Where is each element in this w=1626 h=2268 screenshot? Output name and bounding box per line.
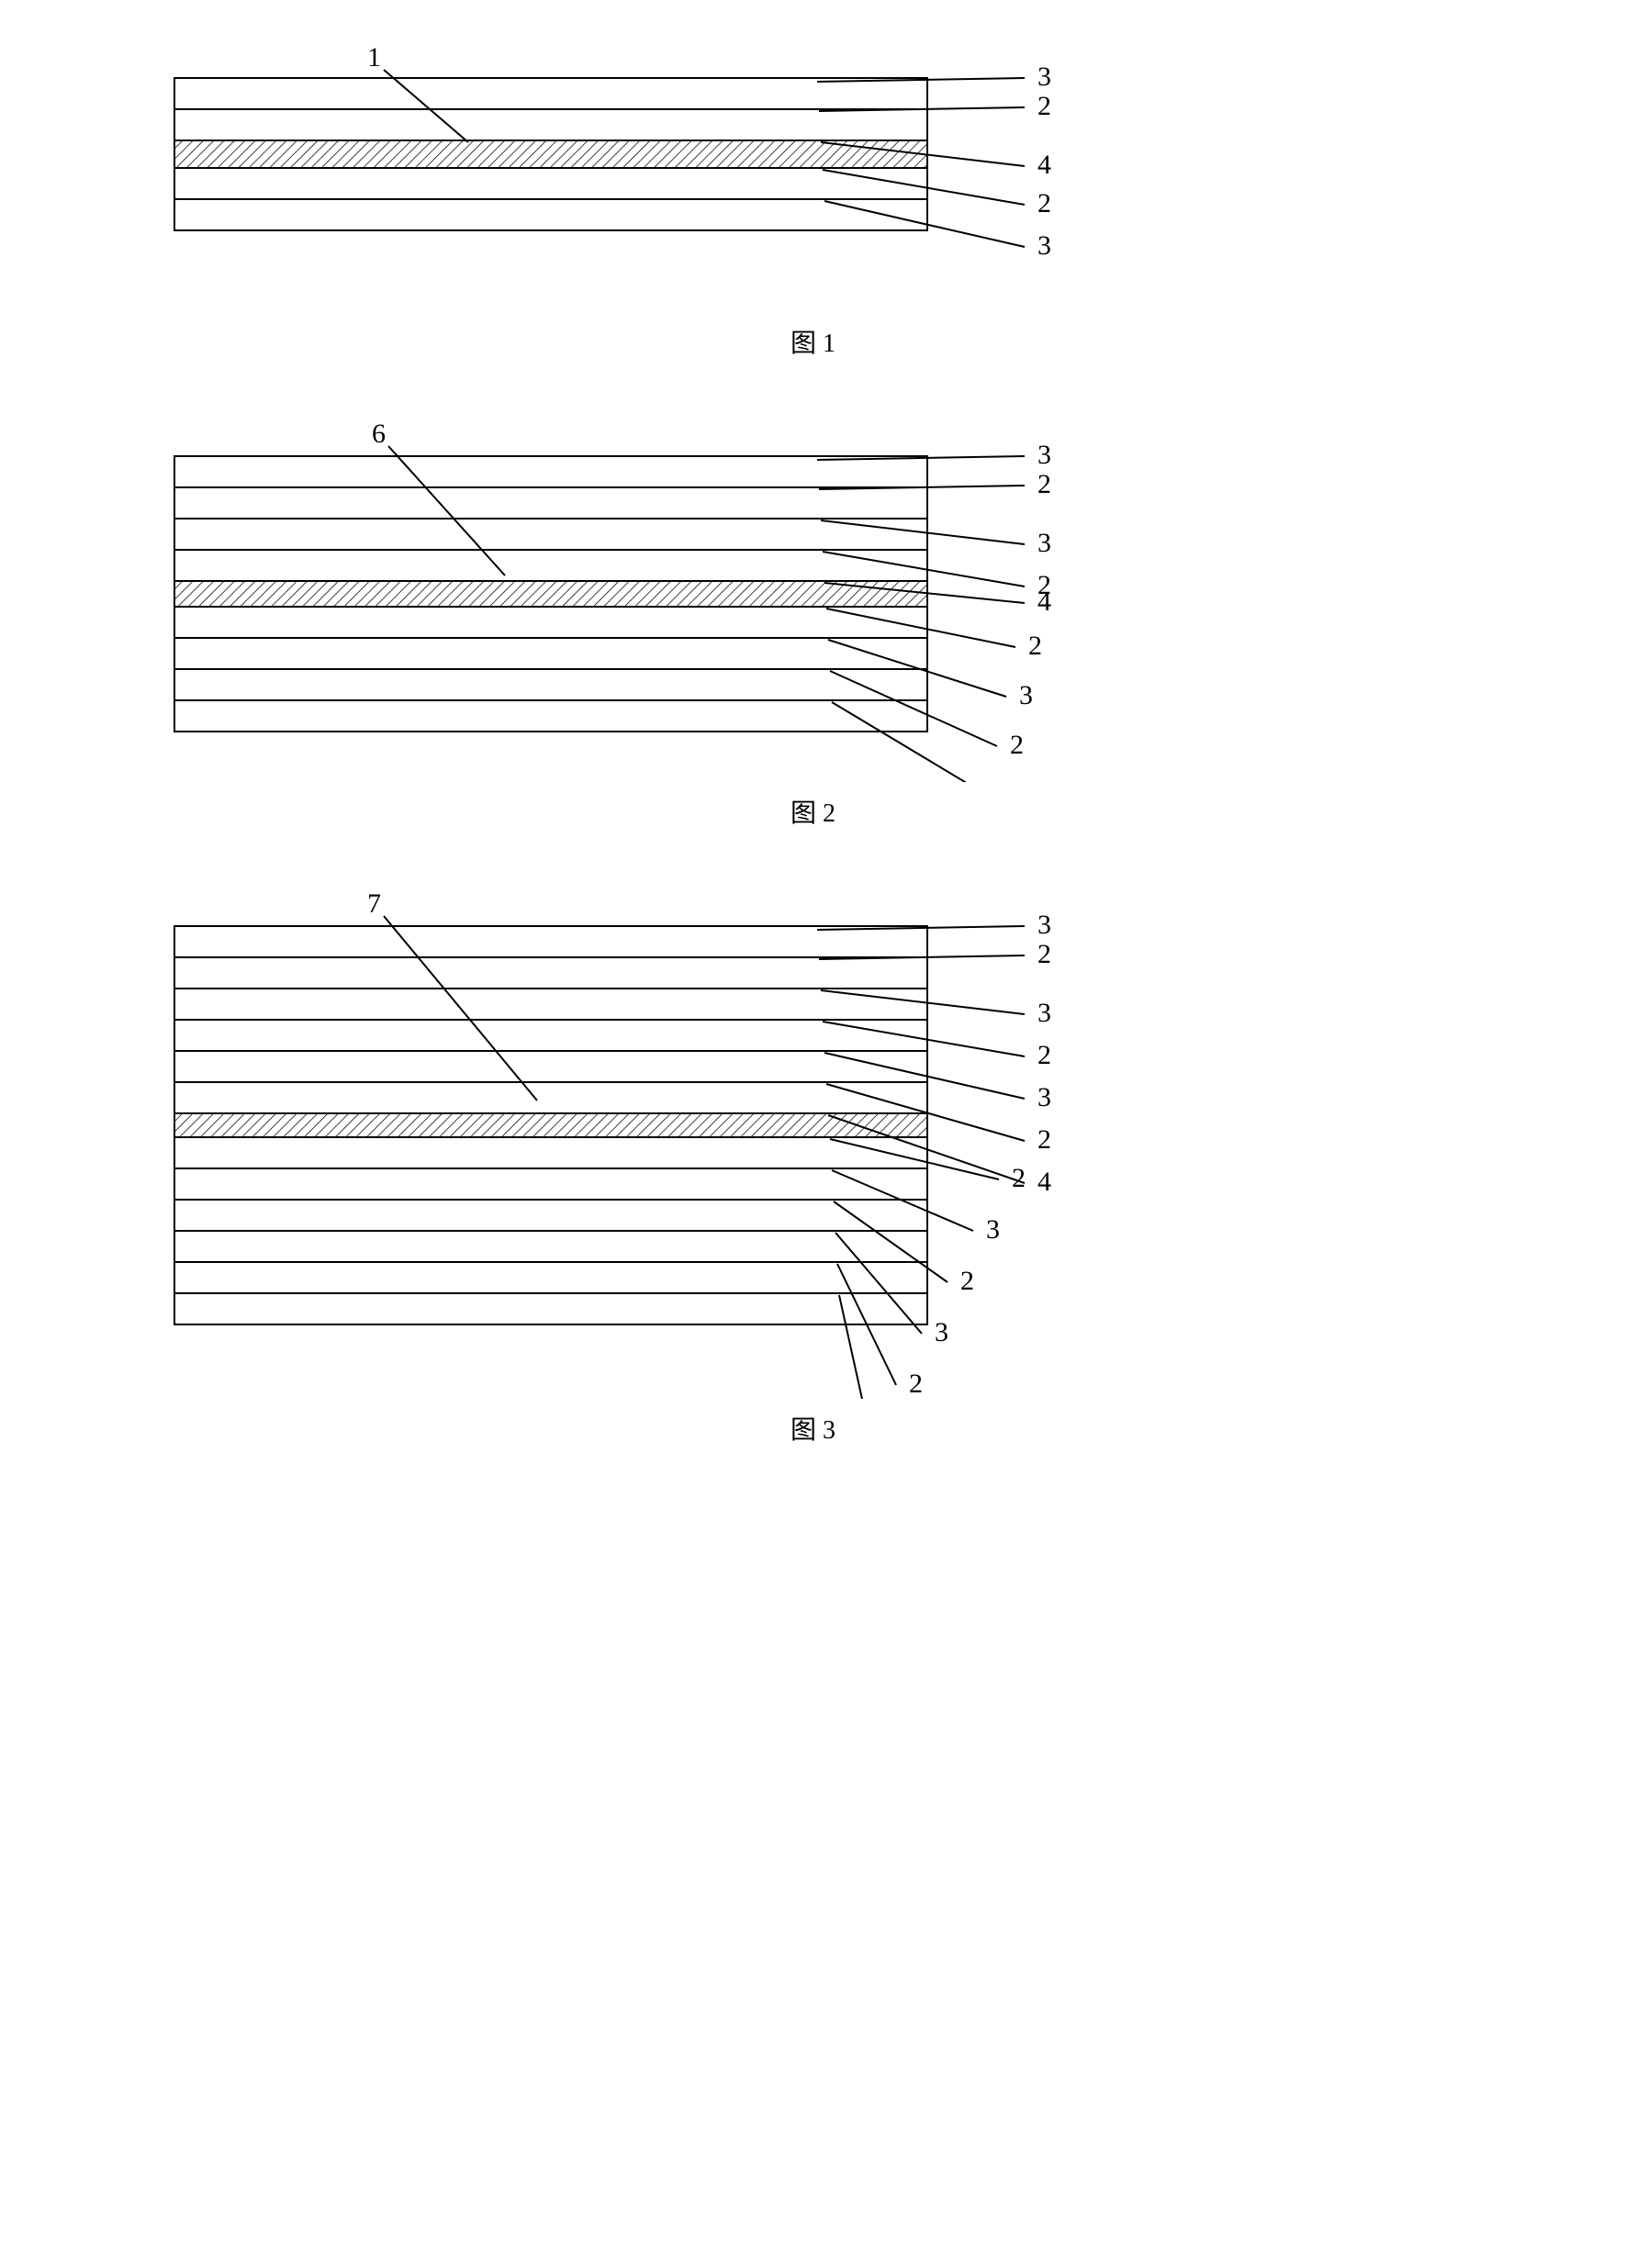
layer-label: 3 xyxy=(1037,998,1051,1028)
plain-layer xyxy=(174,1231,927,1262)
plain-layer xyxy=(174,989,927,1020)
plain-layer xyxy=(174,700,927,732)
plain-layer xyxy=(174,519,927,550)
layer-label: 4 xyxy=(1037,1167,1051,1197)
hatched-layer xyxy=(174,581,927,607)
layer-label: 2 xyxy=(909,1369,923,1399)
plain-layer xyxy=(174,550,927,581)
plain-layer xyxy=(174,1168,927,1200)
plain-layer xyxy=(174,1051,927,1082)
layer-label: 3 xyxy=(1037,440,1051,470)
plain-layer xyxy=(174,1262,927,1293)
plain-layer xyxy=(174,669,927,700)
layer-label: 3 xyxy=(1037,1082,1051,1112)
layer-label: 2 xyxy=(1012,1163,1026,1193)
plain-layer xyxy=(174,168,927,199)
plain-layer xyxy=(174,199,927,230)
plain-layer xyxy=(174,1200,927,1231)
layer-label: 2 xyxy=(1037,1124,1051,1155)
plain-layer xyxy=(174,78,927,109)
layer-label: 4 xyxy=(1037,150,1051,180)
layer-label: 3 xyxy=(1001,779,1015,782)
layer-label: 3 xyxy=(1037,230,1051,261)
plain-layer xyxy=(174,1293,927,1324)
layer-label: 2 xyxy=(1028,631,1042,661)
layer-label: 2 xyxy=(960,1266,974,1296)
layer-label: 4 xyxy=(1037,587,1051,617)
top-label: 7 xyxy=(367,888,381,919)
fig1: 132423图 1 xyxy=(37,37,1589,360)
plain-layer xyxy=(174,1137,927,1168)
layer-label: 2 xyxy=(1037,91,1051,121)
layer-label: 2 xyxy=(1037,939,1051,969)
top-label: 1 xyxy=(367,42,381,73)
plain-layer xyxy=(174,456,927,487)
fig3: 73232324232323图 3 xyxy=(37,885,1589,1447)
layer-label: 3 xyxy=(1019,680,1033,710)
layer-label: 2 xyxy=(1037,469,1051,499)
hatched-layer xyxy=(174,140,927,168)
plain-layer xyxy=(174,638,927,669)
layer-label: 3 xyxy=(1037,528,1051,558)
figure-caption: 图 1 xyxy=(37,323,1589,360)
layer-label: 3 xyxy=(986,1214,1000,1245)
fig2: 6323242323图 2 xyxy=(37,415,1589,830)
plain-layer xyxy=(174,109,927,140)
layer-label: 3 xyxy=(1037,910,1051,940)
layer-label: 2 xyxy=(1037,188,1051,218)
figure-caption: 图 2 xyxy=(37,793,1589,830)
plain-layer xyxy=(174,607,927,638)
plain-layer xyxy=(174,1020,927,1051)
figure-caption: 图 3 xyxy=(37,1410,1589,1447)
layer-label: 2 xyxy=(1010,730,1024,760)
plain-layer xyxy=(174,926,927,957)
layer-label: 3 xyxy=(1037,61,1051,92)
plain-layer xyxy=(174,957,927,989)
layer-label: 2 xyxy=(1037,1040,1051,1070)
plain-layer xyxy=(174,487,927,519)
plain-layer xyxy=(174,1082,927,1113)
top-label: 6 xyxy=(372,419,386,449)
layer-label: 3 xyxy=(935,1317,948,1347)
hatched-layer xyxy=(174,1113,927,1137)
